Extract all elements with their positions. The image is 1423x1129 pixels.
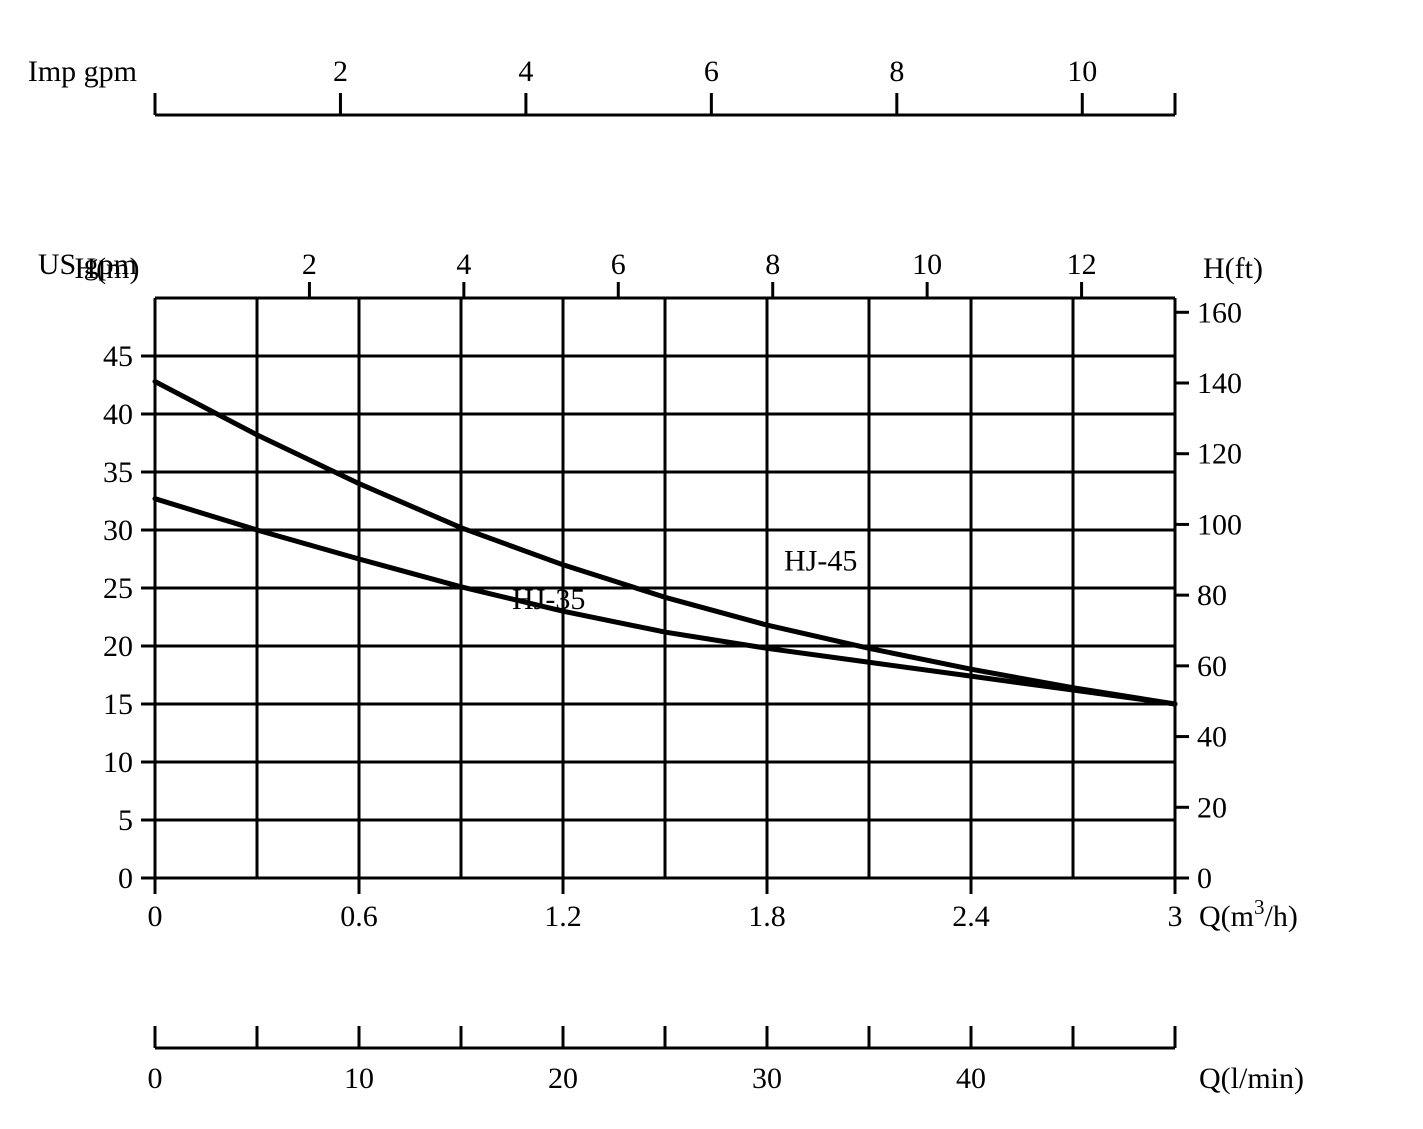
usgpm-axis-label: US gpm <box>38 248 137 281</box>
hft-tick-label: 40 <box>1197 721 1227 754</box>
hm-tick-label: 35 <box>103 456 133 489</box>
m3h-tick-label: 3 <box>1168 900 1183 933</box>
hft-tick-label: 140 <box>1197 367 1242 400</box>
hft-tick-label: 100 <box>1197 508 1242 541</box>
usgpm-tick-label: 2 <box>302 248 317 281</box>
usgpm-tick-label: 10 <box>912 248 942 281</box>
hm-tick-label: 45 <box>103 340 133 373</box>
curve-label: HJ-35 <box>512 583 585 616</box>
imp-gpm-tick-label: 8 <box>889 55 904 88</box>
usgpm-tick-label: 6 <box>611 248 626 281</box>
lmin-tick-label: 40 <box>956 1062 986 1095</box>
hm-tick-label: 30 <box>103 514 133 547</box>
usgpm-tick-label: 4 <box>456 248 471 281</box>
imp-gpm-tick-label: 6 <box>704 55 719 88</box>
imp-gpm-tick-label: 2 <box>333 55 348 88</box>
hft-tick-label: 0 <box>1197 862 1212 895</box>
m3h-axis-label: Q(m3/h) <box>1199 895 1298 933</box>
curve-label: HJ-45 <box>784 545 857 578</box>
hm-tick-label: 25 <box>103 572 133 605</box>
usgpm-tick-label: 8 <box>765 248 780 281</box>
hft-tick-label: 60 <box>1197 650 1227 683</box>
m3h-tick-label: 1.8 <box>748 900 786 933</box>
hft-tick-label: 80 <box>1197 579 1227 612</box>
imp-gpm-tick-label: 4 <box>518 55 533 88</box>
hm-tick-label: 10 <box>103 746 133 779</box>
hm-tick-label: 0 <box>118 862 133 895</box>
lmin-tick-label: 0 <box>148 1062 163 1095</box>
hm-tick-label: 5 <box>118 804 133 837</box>
hft-axis-label: H(ft) <box>1203 252 1263 285</box>
hft-tick-label: 120 <box>1197 438 1242 471</box>
hft-tick-label: 160 <box>1197 296 1242 329</box>
imp-gpm-axis-label: Imp gpm <box>28 55 137 88</box>
imp-gpm-tick-label: 10 <box>1067 55 1097 88</box>
usgpm-tick-label: 12 <box>1067 248 1097 281</box>
hm-tick-label: 40 <box>103 398 133 431</box>
lmin-tick-label: 30 <box>752 1062 782 1095</box>
lmin-tick-label: 10 <box>344 1062 374 1095</box>
m3h-tick-label: 0.6 <box>340 900 378 933</box>
m3h-tick-label: 2.4 <box>952 900 990 933</box>
lmin-axis-label: Q(l/min) <box>1199 1062 1304 1095</box>
m3h-tick-label: 0 <box>148 900 163 933</box>
m3h-tick-label: 1.2 <box>544 900 582 933</box>
lmin-tick-label: 20 <box>548 1062 578 1095</box>
pump-curve-chart: 246810Imp gpm051015202530354045H(m)02040… <box>0 0 1423 1129</box>
hft-tick-label: 20 <box>1197 791 1227 824</box>
hm-tick-label: 20 <box>103 630 133 663</box>
hm-tick-label: 15 <box>103 688 133 721</box>
